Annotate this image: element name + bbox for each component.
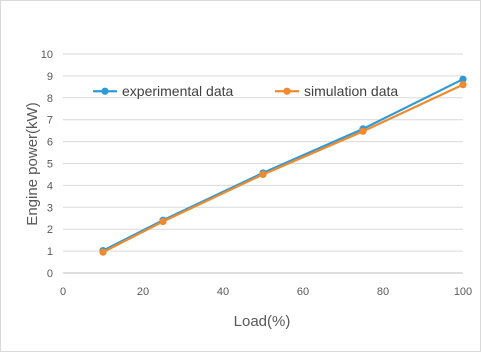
x-tick-label: 20 (137, 286, 149, 298)
x-axis-title: Load(%) (234, 313, 291, 330)
series (99, 75, 467, 256)
y-tick-label: 9 (47, 71, 53, 83)
legend-label: experimental data (122, 83, 234, 99)
y-tick-label: 4 (47, 180, 53, 192)
data-point (459, 75, 467, 83)
legend-marker (283, 87, 291, 95)
y-tick-label: 10 (41, 49, 53, 61)
gridlines (63, 53, 463, 252)
y-tick-label: 7 (47, 115, 53, 127)
x-tick-label: 100 (454, 286, 472, 298)
y-tick-label: 1 (47, 246, 53, 258)
legend-marker (101, 87, 109, 95)
series-line (102, 83, 464, 254)
x-tick-label: 80 (377, 286, 389, 298)
x-tick-label: 60 (297, 286, 309, 298)
x-tick-label: 40 (217, 286, 229, 298)
y-tick-label: 8 (47, 93, 53, 105)
y-tick-label: 5 (47, 159, 53, 171)
y-tick-label: 0 (47, 268, 53, 280)
data-point (159, 217, 167, 226)
data-point (259, 170, 267, 179)
data-point (359, 127, 367, 135)
legend-label: simulation data (304, 83, 398, 99)
data-point (99, 248, 107, 256)
x-tick-label: 0 (60, 286, 66, 298)
y-tick-label: 3 (47, 202, 53, 214)
y-tick-label: 2 (47, 224, 53, 236)
legend: experimental data simulation data (93, 83, 398, 99)
y-axis-title: Engine power(kW) (24, 102, 41, 225)
y-tick-label: 6 (47, 137, 53, 149)
data-point (459, 81, 467, 89)
